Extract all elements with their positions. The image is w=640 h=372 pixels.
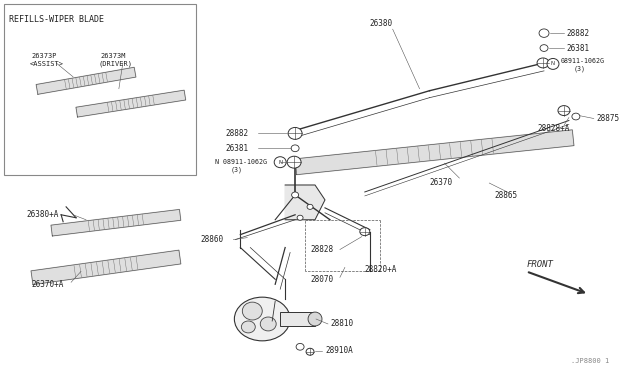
Text: 28882: 28882	[567, 29, 590, 38]
Text: 26373P: 26373P	[31, 53, 57, 59]
Text: (3): (3)	[230, 167, 243, 173]
Text: 28820+A: 28820+A	[365, 265, 397, 274]
Text: FRONT: FRONT	[526, 260, 553, 269]
Ellipse shape	[558, 106, 570, 116]
Ellipse shape	[292, 192, 299, 198]
Ellipse shape	[547, 58, 559, 69]
Text: 26370: 26370	[429, 177, 452, 186]
Ellipse shape	[540, 45, 548, 51]
Ellipse shape	[297, 215, 303, 220]
Bar	[4, 4, 196, 175]
Polygon shape	[76, 90, 186, 117]
Text: N: N	[278, 160, 282, 165]
Text: 26381: 26381	[567, 44, 590, 52]
Text: 28875: 28875	[596, 114, 620, 123]
Text: REFILLS-WIPER BLADE: REFILLS-WIPER BLADE	[10, 15, 104, 24]
Ellipse shape	[260, 317, 276, 331]
Ellipse shape	[288, 128, 302, 140]
Ellipse shape	[539, 29, 549, 37]
Ellipse shape	[572, 113, 580, 120]
Text: 26380: 26380	[370, 19, 393, 28]
Bar	[280, 312, 315, 326]
Text: 26381: 26381	[225, 144, 248, 153]
Polygon shape	[51, 209, 180, 236]
Ellipse shape	[306, 348, 314, 355]
Ellipse shape	[360, 228, 370, 235]
Text: 28860: 28860	[200, 235, 223, 244]
Text: 28828+A: 28828+A	[537, 124, 570, 133]
Text: (DRIVER): (DRIVER)	[99, 61, 133, 67]
Text: N: N	[551, 61, 555, 67]
Polygon shape	[285, 185, 325, 220]
Text: 26373M: 26373M	[101, 53, 127, 59]
Text: 28070: 28070	[310, 275, 333, 284]
Ellipse shape	[241, 321, 255, 333]
Ellipse shape	[307, 204, 313, 209]
Ellipse shape	[274, 157, 286, 168]
Text: 08911-1062G: 08911-1062G	[561, 58, 605, 64]
Text: 28882: 28882	[225, 129, 248, 138]
Ellipse shape	[308, 312, 322, 326]
Ellipse shape	[291, 145, 299, 152]
Ellipse shape	[243, 302, 262, 320]
Ellipse shape	[234, 297, 290, 341]
Ellipse shape	[287, 156, 301, 168]
Polygon shape	[295, 130, 574, 175]
Text: <ASSIST>: <ASSIST>	[29, 61, 63, 67]
Text: .JP8800 1: .JP8800 1	[571, 358, 609, 364]
Text: 28910A: 28910A	[325, 346, 353, 355]
Text: 28828: 28828	[310, 245, 333, 254]
Text: (3): (3)	[574, 65, 586, 72]
Ellipse shape	[296, 343, 304, 350]
Polygon shape	[31, 250, 181, 285]
Ellipse shape	[537, 58, 549, 68]
Text: 26380+A: 26380+A	[26, 210, 59, 219]
Text: 28865: 28865	[494, 192, 517, 201]
Text: 28810: 28810	[330, 320, 353, 328]
Text: N 08911-1062G: N 08911-1062G	[216, 159, 268, 165]
Polygon shape	[36, 67, 136, 94]
Text: 26370+A: 26370+A	[31, 280, 63, 289]
